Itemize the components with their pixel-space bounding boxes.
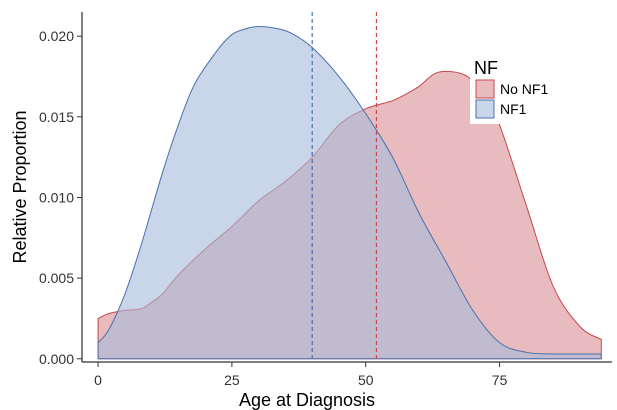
density-areas [97, 26, 602, 360]
y-axis-title: Relative Proportion [10, 110, 30, 263]
y-tick-label: 0.020 [39, 28, 74, 44]
x-tick-label: 75 [492, 372, 508, 388]
y-tick-label: 0.005 [39, 270, 74, 286]
y-tick-label: 0.015 [39, 109, 74, 125]
legend: NF No NF1 NF1 [470, 56, 570, 124]
x-tick-label: 0 [94, 372, 102, 388]
legend-title: NF [474, 58, 498, 78]
y-tick-label: 0.010 [39, 189, 74, 205]
legend-swatch-nf1 [475, 99, 495, 119]
x-axis-title: Age at Diagnosis [239, 390, 375, 410]
legend-label-nf1: NF1 [500, 101, 527, 117]
x-tick-label: 50 [358, 372, 374, 388]
density-area-nf1 [97, 26, 602, 360]
y-tick-label: 0.000 [39, 351, 74, 367]
legend-items: No NF1 NF1 [475, 79, 548, 119]
y-ticks: 0.000 0.005 0.010 0.015 0.020 [39, 28, 82, 367]
x-tick-label: 25 [224, 372, 240, 388]
legend-label-no-nf1: No NF1 [500, 81, 548, 97]
x-ticks: 0 25 50 75 [94, 362, 508, 388]
axes [81, 12, 612, 363]
legend-swatch-no-nf1 [475, 79, 495, 99]
median-lines [311, 12, 378, 362]
